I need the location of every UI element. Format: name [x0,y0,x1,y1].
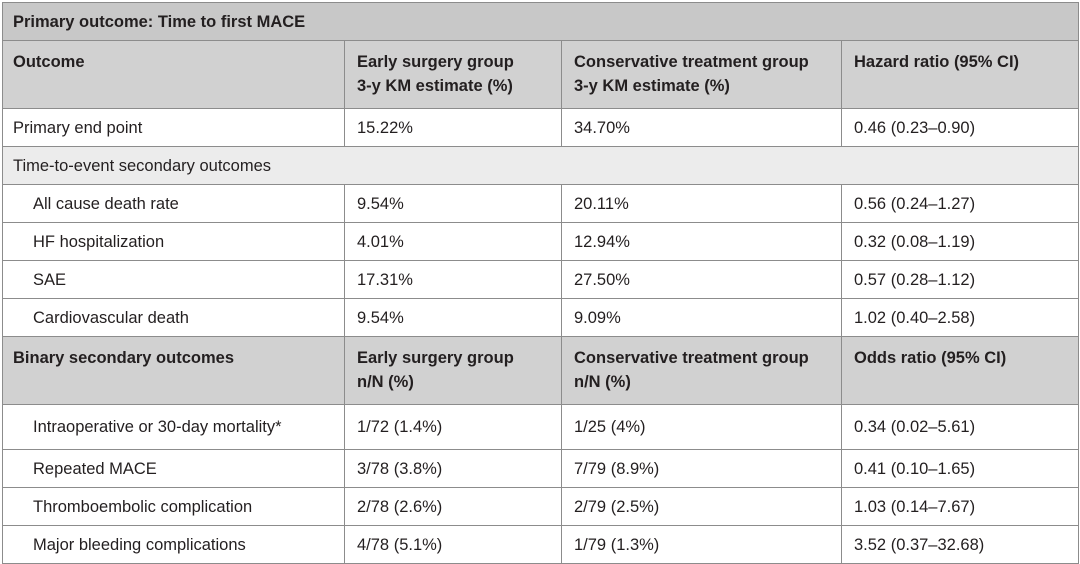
col-header-early: Early surgery group 3-y KM estimate (%) [344,40,562,109]
table-row: Primary end point 15.22% 34.70% 0.46 (0.… [2,108,1080,147]
early-value: 3/78 (3.8%) [344,449,562,488]
conservative-value: 9.09% [561,298,842,337]
conservative-value: 1/25 (4%) [561,404,842,450]
row-label: HF hospitalization [2,222,345,261]
conservative-value: 12.94% [561,222,842,261]
ratio-value: 1.03 (0.14–7.67) [840,487,1080,526]
ratio-value: 1.02 (0.40–2.58) [840,298,1080,337]
row-label: Primary end point [2,108,345,147]
col-header-hazard-ratio: Hazard ratio (95% CI) [840,40,1080,109]
row-label: Thromboembolic complication [2,487,345,526]
row-label: Intraoperative or 30-day mortality* [2,404,345,450]
row-label: Repeated MACE [2,449,345,488]
table-row: Repeated MACE 3/78 (3.8%) 7/79 (8.9%) 0.… [2,449,1080,488]
ratio-value: 0.46 (0.23–0.90) [840,108,1080,147]
early-value: 17.31% [344,260,562,299]
early-value: 4/78 (5.1%) [344,525,562,564]
table-row: HF hospitalization 4.01% 12.94% 0.32 (0.… [2,222,1080,261]
early-value: 15.22% [344,108,562,147]
ratio-value: 3.52 (0.37–32.68) [840,525,1080,564]
early-value: 9.54% [344,184,562,223]
early-value: 4.01% [344,222,562,261]
ratio-value: 0.41 (0.10–1.65) [840,449,1080,488]
table-row: All cause death rate 9.54% 20.11% 0.56 (… [2,184,1080,223]
row-label: All cause death rate [2,184,345,223]
table-row: Thromboembolic complication 2/78 (2.6%) … [2,487,1080,526]
table-title: Primary outcome: Time to first MACE [1,2,1080,41]
section-row-time-to-event: Time-to-event secondary outcomes [1,146,1080,185]
table-title-row: Primary outcome: Time to first MACE [1,2,1080,41]
section-label: Time-to-event secondary outcomes [1,146,1080,185]
conservative-value: 34.70% [561,108,842,147]
col-header-binary-outcomes: Binary secondary outcomes [2,336,345,405]
col-header-conservative: Conservative treatment group n/N (%) [561,336,842,405]
early-value: 1/72 (1.4%) [344,404,562,450]
col-header-early-line2: n/N (%) [357,373,414,391]
ratio-value: 0.34 (0.02–5.61) [840,404,1080,450]
col-header-cons-line1: Conservative treatment group [574,53,809,71]
conservative-value: 20.11% [561,184,842,223]
row-label: SAE [2,260,345,299]
row-label: Major bleeding complications [2,525,345,564]
col-header-conservative: Conservative treatment group 3-y KM estim… [561,40,842,109]
col-header-early-line1: Early surgery group [357,53,514,71]
header-row-primary: Outcome Early surgery group 3-y KM estima… [2,40,1080,109]
col-header-early-line1: Early surgery group [357,349,514,367]
col-header-cons-line1: Conservative treatment group [574,349,809,367]
early-value: 9.54% [344,298,562,337]
ratio-value: 0.56 (0.24–1.27) [840,184,1080,223]
col-header-early-line2: 3-y KM estimate (%) [357,77,513,95]
table-row: Intraoperative or 30-day mortality* 1/72… [2,404,1080,450]
conservative-value: 7/79 (8.9%) [561,449,842,488]
conservative-value: 2/79 (2.5%) [561,487,842,526]
col-header-outcome: Outcome [2,40,345,109]
col-header-early: Early surgery group n/N (%) [344,336,562,405]
table-row: Cardiovascular death 9.54% 9.09% 1.02 (0… [2,298,1080,337]
conservative-value: 1/79 (1.3%) [561,525,842,564]
col-header-cons-line2: 3-y KM estimate (%) [574,77,730,95]
ratio-value: 0.32 (0.08–1.19) [840,222,1080,261]
table-row: SAE 17.31% 27.50% 0.57 (0.28–1.12) [2,260,1080,299]
row-label: Cardiovascular death [2,298,345,337]
col-header-cons-line2: n/N (%) [574,373,631,391]
ratio-value: 0.57 (0.28–1.12) [840,260,1080,299]
col-header-odds-ratio: Odds ratio (95% CI) [840,336,1080,405]
table-row: Major bleeding complications 4/78 (5.1%)… [2,525,1080,564]
conservative-value: 27.50% [561,260,842,299]
early-value: 2/78 (2.6%) [344,487,562,526]
header-row-binary: Binary secondary outcomes Early surgery … [2,336,1080,405]
